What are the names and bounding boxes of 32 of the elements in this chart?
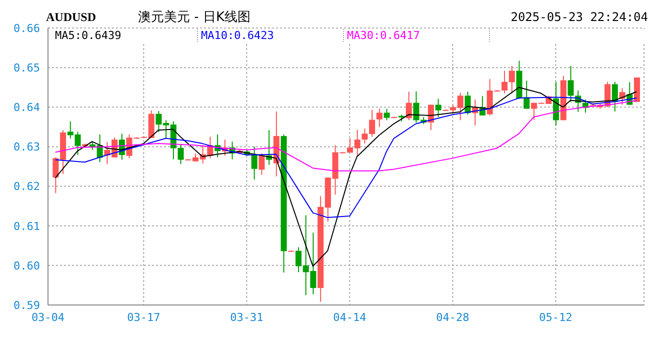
y-tick-label: 0.66 — [14, 22, 40, 35]
x-tick-label: 03-31 — [230, 310, 264, 324]
text: MA30:0.6417 — [344, 29, 490, 42]
y-tick-label: 0.59 — [14, 298, 40, 312]
candlestick — [502, 70, 508, 94]
y-tick-label: 0.64 — [14, 101, 40, 114]
y-tick-label: 0.62 — [14, 180, 40, 194]
text: MA5:0.6439 — [52, 29, 198, 42]
candlestick — [406, 91, 412, 121]
x-tick-label: 04-28 — [436, 310, 470, 324]
x-tick-label: 03-04 — [31, 310, 65, 324]
candlestick — [251, 146, 258, 180]
y-tick-label: 0.65 — [14, 61, 40, 74]
x-tick-label: 04-14 — [333, 310, 367, 324]
candlestick — [258, 152, 265, 176]
candlestick — [384, 108, 390, 121]
chart-subtitle: AUDUSD — [46, 10, 96, 25]
y-tick-label: 0.60 — [14, 259, 40, 272]
candlestick — [413, 90, 420, 124]
candlestick — [435, 98, 442, 118]
line-series — [54, 100, 638, 172]
chart-title: 澳元美元 - 日K线图 — [138, 9, 250, 26]
candlestick — [568, 65, 574, 102]
text: MA10:0.6423 — [198, 29, 344, 42]
candlestick — [612, 81, 618, 112]
x-tick-label: 05-12 — [539, 310, 572, 324]
text: 2025-05-23 22:24:04 — [510, 10, 648, 24]
candlestick — [508, 65, 515, 94]
y-tick-label: 0.61 — [14, 220, 40, 233]
candlestick — [376, 108, 382, 128]
y-tick-label: 0.63 — [14, 140, 40, 154]
x-tick-label: 03-17 — [127, 310, 160, 324]
